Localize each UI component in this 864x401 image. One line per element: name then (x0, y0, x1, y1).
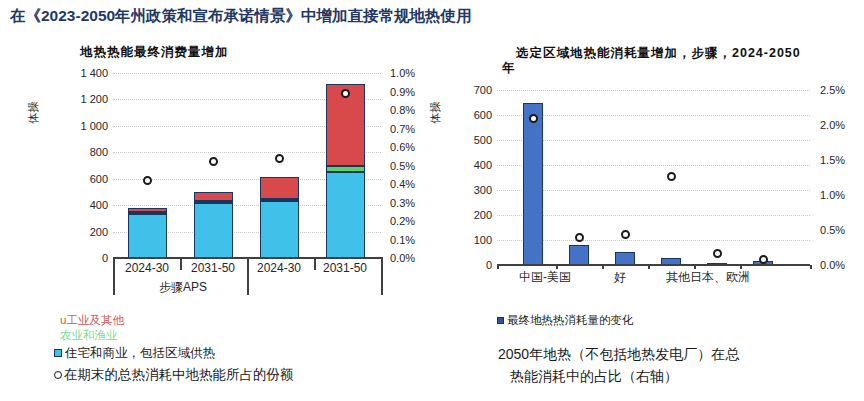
bar-segment (523, 103, 543, 266)
x-axis-tick (497, 265, 499, 269)
legend-residential: 住宅和商业，包括区域供热 (54, 345, 215, 362)
y-left-tick-label: 700 (432, 84, 492, 96)
legend-share: 在期末的总热消耗中地热能所占的份额 (54, 366, 294, 384)
x-category-label: 其他日本、欧洲 (666, 269, 750, 286)
share-point-marker (621, 230, 630, 239)
x-category-label: 好 (614, 269, 626, 286)
bar-segment (615, 252, 635, 265)
note-line2: 热能消耗中的占比（右轴） (498, 366, 848, 388)
share-marker-icon (54, 371, 62, 379)
right-chart-plot: 0 100 200 300 400 500 600 700 0.0% 0.5% 1.0% 1.5% 2.… (0, 0, 864, 401)
legend-residential-label: 住宅和商业，包括区域供热 (65, 346, 215, 360)
gridline (497, 165, 810, 166)
share-point-marker (575, 233, 584, 242)
y-right-tick-label: 1.0% (820, 189, 845, 201)
gridline (497, 115, 810, 116)
legend-agriculture-label: 农业和渔业 (60, 329, 118, 341)
legend-industry-label: 工业及其他 (66, 314, 124, 326)
y-right-tick-label: 0.0% (820, 259, 845, 271)
y-left-tick-label: 100 (432, 234, 492, 246)
legend-share-label: 在期末的总热消耗中地热能所占的份额 (64, 367, 294, 382)
residential-swatch-icon (54, 349, 62, 357)
legend-agriculture: 农业和渔业 (60, 328, 118, 343)
consumption-change-swatch-icon (497, 317, 504, 324)
note-line1: 2050年地热（不包括地热发电厂）在总 (498, 344, 848, 366)
legend-industry: u工业及其他 (60, 313, 124, 328)
gridline (497, 90, 810, 91)
y-left-tick-label: 200 (432, 209, 492, 221)
y-left-tick-label: 300 (432, 184, 492, 196)
gridline (497, 240, 810, 241)
x-axis-tick (810, 265, 812, 269)
share-point-marker (529, 114, 538, 123)
legend-consumption-change-label: 最终地热热消耗量的变化 (507, 314, 634, 326)
x-axis-tick (648, 265, 650, 269)
y-left-tick-label: 600 (432, 109, 492, 121)
y-right-tick-label: 1.5% (820, 154, 845, 166)
gridline (497, 190, 810, 191)
y-left-tick-label: 500 (432, 134, 492, 146)
y-left-tick-label: 400 (432, 159, 492, 171)
right-chart-note: 2050年地热（不包括地热发电厂）在总 热能消耗中的占比（右轴） (498, 344, 848, 387)
figure-canvas: 在《2023-2050年州政策和宣布承诺情景》中增加直接常规地热使用 地热热能最… (0, 0, 864, 401)
y-right-tick-label: 2.5% (820, 84, 845, 96)
share-point-marker (713, 249, 722, 258)
bar-segment (569, 245, 589, 265)
x-axis-line (497, 264, 810, 266)
gridline (497, 140, 810, 141)
legend-consumption-change: 最终地热热消耗量的变化 (497, 313, 634, 328)
y-left-tick-label: 0 (432, 259, 492, 271)
y-right-tick-label: 2.0% (820, 119, 845, 131)
share-point-marker (759, 255, 768, 264)
share-point-marker (667, 172, 676, 181)
x-axis-tick (602, 265, 604, 269)
gridline (497, 215, 810, 216)
x-category-label: 中国-美国 (519, 269, 571, 286)
y-right-tick-label: 0.5% (820, 224, 845, 236)
